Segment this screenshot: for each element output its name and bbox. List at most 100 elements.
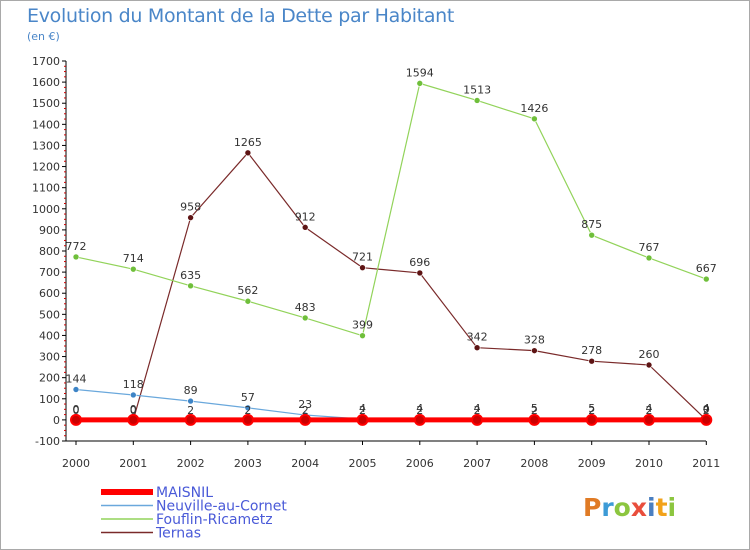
axes: -100010020030040050060070080090010001100…: [32, 55, 720, 470]
series-lines: [75, 82, 707, 423]
series-point-0: [299, 413, 312, 426]
logo-letter: i: [667, 493, 677, 522]
y-tick-label: 1500: [32, 97, 60, 110]
y-tick-label: 800: [39, 245, 60, 258]
series-point-0: [528, 413, 541, 426]
data-label: 0: [130, 403, 137, 416]
x-tick-label: 2010: [635, 457, 663, 470]
data-label: 2: [359, 404, 366, 417]
series-point-2: [359, 332, 366, 339]
data-label: 328: [524, 334, 545, 347]
y-tick-label: 700: [39, 266, 60, 279]
series-point-2: [416, 80, 424, 87]
y-tick-label: -100: [35, 435, 60, 448]
data-label: 1265: [234, 136, 262, 149]
data-label: 144: [66, 372, 87, 385]
data-label: 118: [123, 378, 144, 391]
series-point-0: [70, 413, 82, 426]
series-point-2: [130, 265, 137, 273]
data-label: 0: [703, 403, 710, 416]
data-label: 2: [588, 404, 595, 417]
series-point-1: [130, 391, 137, 399]
data-label: 342: [467, 331, 488, 344]
series-point-3: [187, 214, 194, 221]
y-tick-label: 500: [39, 308, 60, 321]
series-point-3: [301, 224, 309, 231]
series-point-3: [244, 149, 252, 157]
series-point-2: [72, 253, 80, 261]
chart-title: Evolution du Montant de la Dette par Hab…: [27, 5, 455, 27]
logo-letter: o: [613, 493, 631, 522]
data-label: 4: [474, 402, 481, 415]
legend-label-1: Neuville-au-Cornet: [156, 499, 287, 515]
series-point-2: [473, 97, 481, 104]
series-point-0: [241, 413, 254, 426]
data-label: 399: [352, 319, 373, 332]
logo-letter: t: [655, 493, 668, 522]
data-label: 2: [531, 404, 538, 417]
series-point-3: [416, 269, 424, 277]
series-point-0: [700, 413, 713, 426]
series-point-2: [645, 254, 653, 262]
series-point-2: [531, 115, 538, 123]
x-tick-label: 2007: [463, 457, 491, 470]
series-point-3: [588, 357, 596, 365]
data-label: 89: [184, 384, 198, 397]
series-point-1: [187, 397, 194, 405]
data-label: 4: [359, 402, 366, 415]
series-point-3: [645, 361, 653, 369]
data-labels: 0 0 958 1265 912 721 696 342 328 278 260 0 772 714 635…: [66, 66, 717, 417]
series-line-3: [76, 152, 707, 421]
y-tick-label: 1000: [32, 203, 60, 216]
data-label: 714: [123, 252, 144, 265]
x-tick-label: 2005: [349, 457, 377, 470]
data-label: 667: [696, 262, 717, 275]
legend-label-3: Ternas: [155, 526, 201, 542]
legend-label-0: MAISNIL: [156, 485, 213, 501]
chart-subtitle: (en €): [27, 30, 60, 43]
series-point-2: [702, 275, 710, 283]
series-point-2: [244, 297, 252, 305]
y-tick-label: 900: [39, 224, 60, 237]
series-point-0: [184, 413, 197, 426]
series-point-3: [531, 347, 538, 354]
data-label: 260: [639, 348, 660, 361]
series-point-3: [359, 264, 366, 271]
logo-letter: i: [647, 493, 656, 522]
data-label: 57: [241, 391, 255, 404]
y-tick-label: 1600: [32, 76, 60, 89]
series-point-0: [127, 413, 140, 426]
data-label: 635: [180, 269, 201, 282]
data-label: 2: [646, 404, 653, 417]
y-tick-label: 300: [39, 351, 60, 364]
series-point-3: [473, 344, 481, 351]
series-point-2: [301, 314, 309, 322]
logo-letter: r: [601, 493, 614, 522]
series-point-1: [244, 404, 252, 412]
x-tick-label: 2009: [578, 457, 606, 470]
data-label: 2: [703, 404, 710, 417]
legend-label-2: Fouflin-Ricametz: [156, 512, 273, 528]
data-label: 2: [416, 404, 423, 417]
data-label: 2: [187, 404, 194, 417]
data-label: 0: [73, 404, 80, 417]
data-label: 1426: [520, 102, 548, 115]
proxiti-logo: Proxiti: [583, 493, 676, 522]
series-point-0: [585, 413, 598, 426]
data-label: 721: [352, 251, 373, 264]
x-tick-label: 2000: [62, 457, 90, 470]
data-label: 2: [474, 404, 481, 417]
y-tick-label: 400: [39, 329, 60, 342]
y-tick-label: 1700: [32, 55, 60, 68]
data-label: 0: [73, 403, 80, 416]
y-tick-label: 600: [39, 287, 60, 300]
data-label: 0: [130, 404, 137, 417]
data-label: 912: [295, 210, 316, 223]
legend: MAISNILNeuville-au-CornetFouflin-Ricamet…: [101, 485, 287, 542]
data-label: 875: [581, 218, 602, 231]
x-tick-label: 2006: [406, 457, 434, 470]
series-point-1: [72, 386, 80, 393]
series-point-2: [588, 231, 596, 239]
